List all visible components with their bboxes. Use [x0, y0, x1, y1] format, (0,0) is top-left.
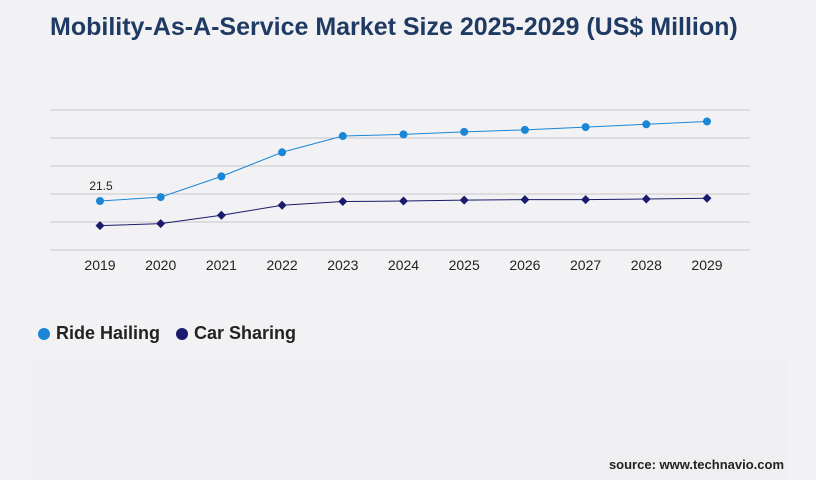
- chart-title: Mobility-As-A-Service Market Size 2025-2…: [50, 13, 738, 41]
- data-point-car-sharing: [399, 196, 408, 206]
- data-point-ride-hailing: [217, 172, 226, 181]
- data-point-ride-hailing: [278, 148, 287, 157]
- x-tick-label: 2029: [691, 257, 722, 273]
- x-axis-ticks: 2019 2020 2021 2022 2023 2024 2025 2026 2027 2028…: [84, 257, 722, 273]
- x-tick-label: 2023: [327, 257, 358, 273]
- data-point-car-sharing: [459, 195, 469, 205]
- data-point-car-sharing: [581, 195, 591, 205]
- gridlines: [50, 109, 750, 251]
- x-tick-label: 2026: [509, 257, 540, 273]
- data-point-ride-hailing: [642, 120, 651, 129]
- data-point-ride-hailing: [96, 197, 104, 205]
- data-point-car-sharing: [95, 221, 105, 231]
- series-group: [95, 117, 712, 231]
- legend-item-ride-hailing: Ride Hailing: [38, 323, 160, 344]
- data-point-car-sharing: [216, 210, 226, 220]
- data-point-ride-hailing: [703, 117, 711, 126]
- data-point-ride-hailing: [338, 132, 347, 141]
- data-point-ride-hailing: [399, 130, 408, 139]
- line-chart: 2019 2020 2021 2022 2023 2024 2025 2026 2027 2028…: [50, 109, 750, 273]
- x-tick-label: 2028: [631, 257, 662, 273]
- data-label: 21.5: [89, 179, 113, 193]
- legend-marker-car-sharing: [176, 327, 189, 340]
- data-point-car-sharing: [338, 197, 348, 207]
- legend-label-ride-hailing: Ride Hailing: [56, 323, 161, 343]
- data-point-car-sharing: [156, 219, 166, 229]
- data-point-car-sharing: [520, 195, 530, 205]
- legend-label-car-sharing: Car Sharing: [194, 323, 297, 343]
- x-tick-label: 2025: [449, 257, 480, 273]
- x-tick-label: 2022: [267, 257, 298, 273]
- data-point-car-sharing: [702, 193, 712, 203]
- legend-marker-ride-hailing: [38, 327, 50, 340]
- x-tick-label: 2027: [570, 257, 601, 273]
- data-point-ride-hailing: [581, 123, 590, 132]
- data-point-ride-hailing: [460, 127, 469, 136]
- data-point-ride-hailing: [156, 193, 165, 202]
- x-tick-label: 2020: [145, 257, 176, 273]
- x-tick-label: 2021: [206, 257, 237, 273]
- x-tick-label: 2024: [388, 257, 419, 273]
- legend-item-car-sharing: Car Sharing: [176, 323, 296, 344]
- legend: Ride Hailing Car Sharing: [38, 323, 296, 344]
- x-tick-label: 2019: [84, 257, 115, 273]
- data-point-car-sharing: [277, 200, 287, 210]
- data-labels: 21.5: [89, 179, 113, 193]
- footer-panel: [32, 360, 787, 480]
- source-credit: source: www.technavio.com: [608, 457, 784, 472]
- data-point-car-sharing: [641, 194, 651, 204]
- data-point-ride-hailing: [520, 125, 529, 134]
